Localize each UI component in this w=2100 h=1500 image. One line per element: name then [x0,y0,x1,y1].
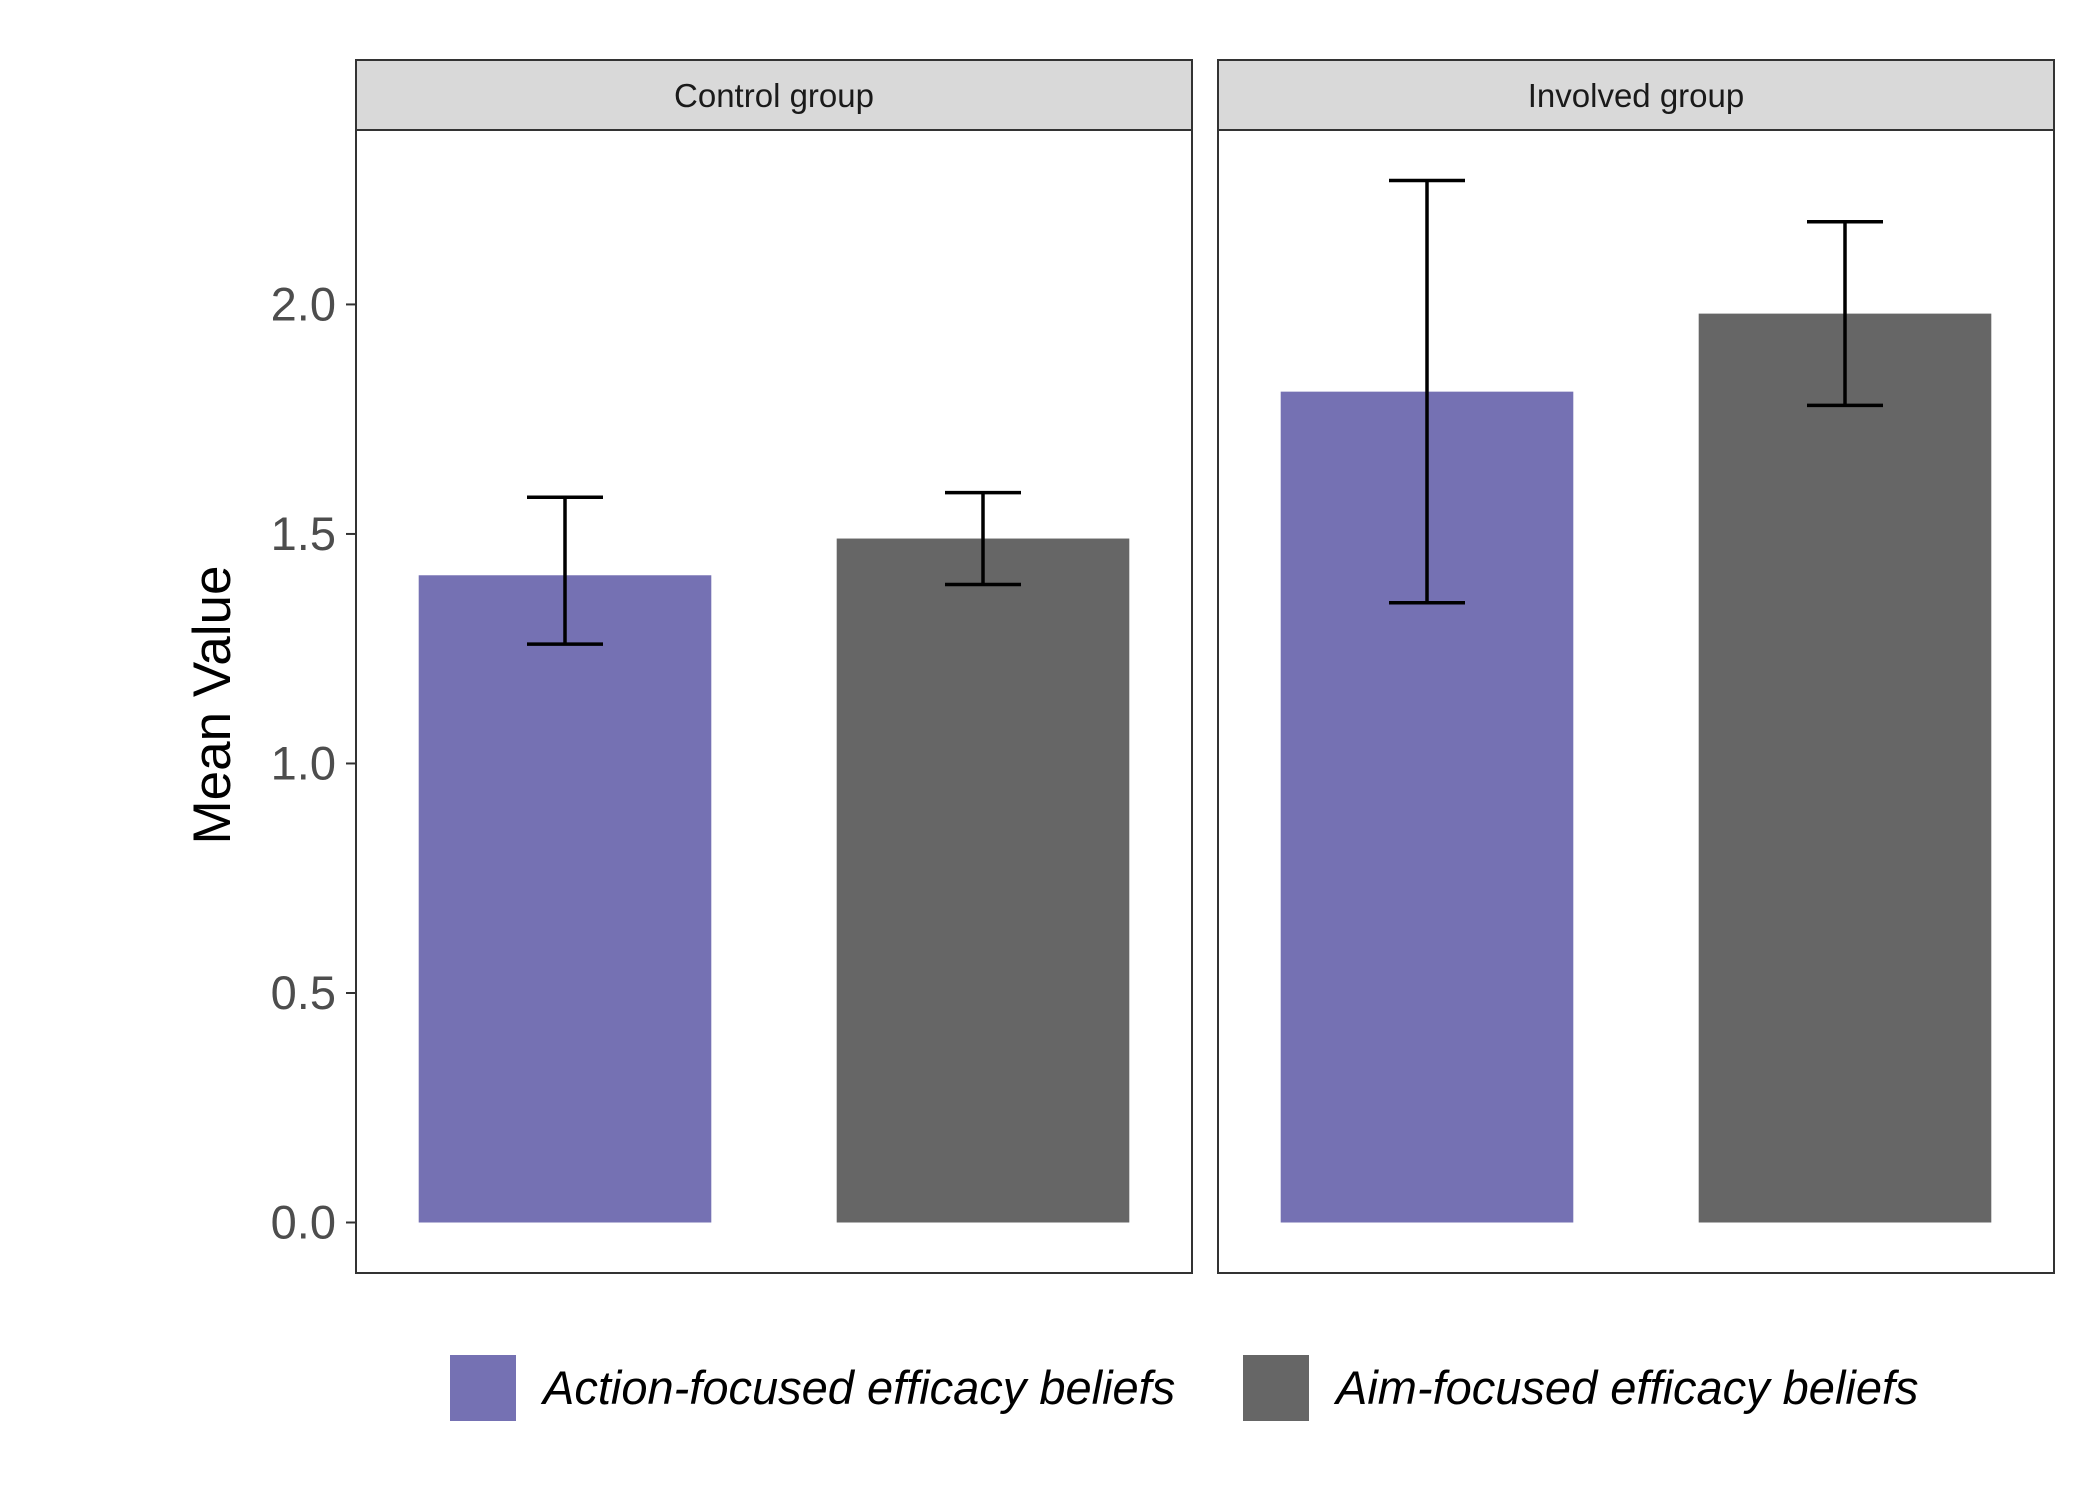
strip-label: Control group [674,77,874,114]
y-tick-label: 0.0 [271,1196,336,1249]
error-bar [1389,178,1465,605]
y-axis-title: Mean Value [183,566,242,845]
legend-item: Aim-focused efficacy beliefs [1243,1355,1919,1421]
error-bar [945,490,1021,587]
strip-background [1217,59,2055,131]
legend-item: Action-focused efficacy beliefs [450,1355,1175,1421]
panel-2: Involved group [1217,59,2055,1274]
panel-1: Control group [355,59,1193,1274]
panel-border [355,129,1193,1274]
y-axis: 0.0 0.5 1.0 1.5 2.0 [271,277,356,1249]
bar [1698,313,1992,1223]
legend-label: Aim-focused efficacy beliefs [1333,1361,1919,1414]
bar [836,538,1130,1223]
legend-label: Action-focused efficacy beliefs [540,1361,1175,1414]
error-bar [1807,220,1883,408]
y-tick-label: 1.0 [271,736,336,789]
legend: Action-focused efficacy beliefs Aim-focus… [450,1355,1919,1421]
strip-background [355,59,1193,131]
y-tick-label: 1.5 [271,507,336,560]
strip-label: Involved group [1528,77,1744,114]
legend-key [1243,1355,1309,1421]
bar [418,575,712,1223]
panels-layer: Control group Involved group [355,59,2055,1274]
y-tick-label: 2.0 [271,277,336,330]
panel-border [1217,129,2055,1274]
error-bar [527,495,603,646]
y-tick-label: 0.5 [271,966,336,1019]
legend-key [450,1355,516,1421]
